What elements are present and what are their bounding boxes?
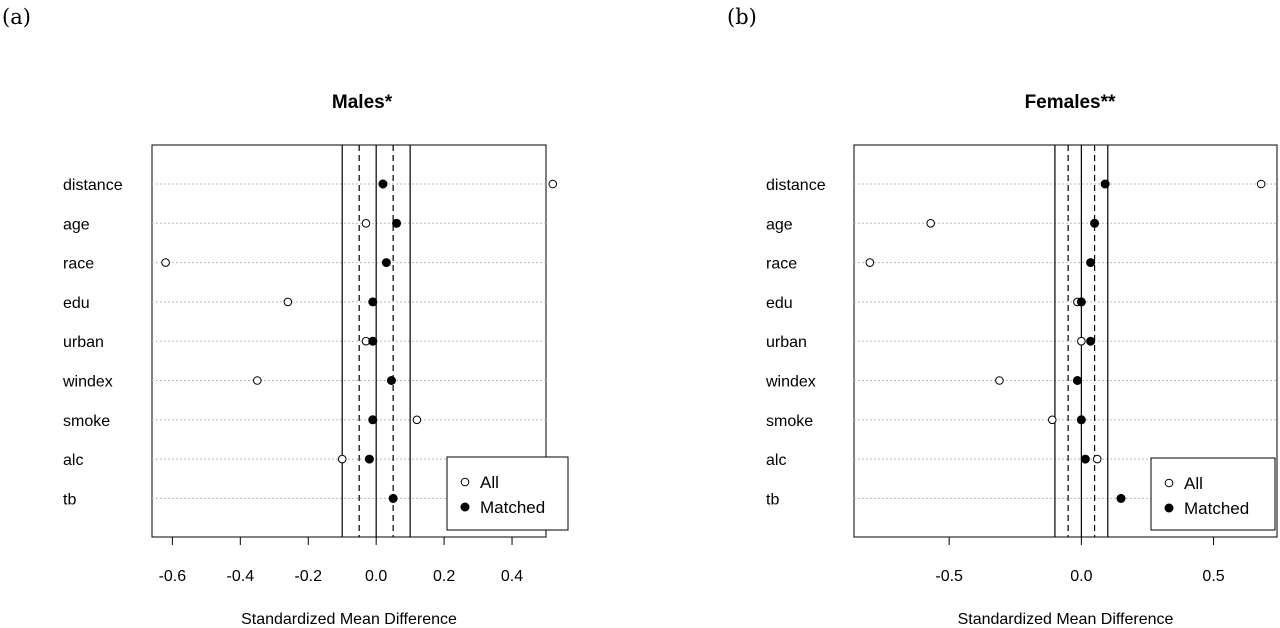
all-point-smoke <box>412 415 422 425</box>
legend-marker-matched <box>460 502 470 512</box>
row-label-race: race <box>766 256 797 273</box>
legend: All Matched <box>1150 457 1276 531</box>
x-axis-title: Standardized Mean Difference <box>241 611 457 628</box>
row-label-smoke: smoke <box>766 413 813 430</box>
all-point-age <box>361 219 371 228</box>
matched-point-distance <box>378 179 388 189</box>
row-label-tb: tb <box>63 491 76 508</box>
matched-point-windex <box>1072 376 1082 385</box>
row-label-windex: windex <box>765 374 816 391</box>
all-point-alc <box>337 454 347 464</box>
legend-label-matched: Matched <box>480 498 545 517</box>
row-label-smoke: smoke <box>63 413 110 430</box>
x-tick-label: 0.5 <box>1202 568 1224 585</box>
all-point-age <box>926 219 935 228</box>
matched-point-age <box>1090 218 1100 228</box>
chart-title: Males* <box>332 92 393 113</box>
row-label-age: age <box>766 216 793 233</box>
row-label-distance: distance <box>63 177 123 194</box>
matched-point-tb <box>1116 493 1126 503</box>
legend-marker-all <box>460 477 470 487</box>
legend-marker-all <box>1164 478 1174 488</box>
x-tick-label: 0.0 <box>365 568 387 585</box>
matched-point-edu <box>1076 297 1086 307</box>
all-point-urban <box>1077 336 1086 346</box>
x-tick-label: 0.0 <box>1070 568 1092 585</box>
panel-label-a: (a) <box>2 5 31 29</box>
x-tick-label: 0.2 <box>433 568 455 585</box>
all-point-windex <box>995 376 1004 385</box>
matched-point-alc <box>1080 454 1090 464</box>
matched-point-alc <box>364 454 374 464</box>
row-label-distance: distance <box>766 177 826 194</box>
matched-point-smoke <box>1076 415 1086 425</box>
x-tick-label: 0.4 <box>501 568 523 585</box>
legend: All Matched <box>446 456 569 531</box>
matched-point-distance <box>1100 179 1110 189</box>
row-label-tb: tb <box>766 491 779 508</box>
legend-marker-matched <box>1164 503 1174 513</box>
all-point-edu <box>283 297 293 307</box>
row-label-urban: urban <box>63 334 104 351</box>
matched-point-windex <box>386 376 396 385</box>
row-label-race: race <box>63 256 94 273</box>
matched-point-race <box>381 258 391 268</box>
legend-label-matched: Matched <box>1184 499 1249 518</box>
row-label-edu: edu <box>766 295 793 312</box>
row-label-edu: edu <box>63 295 90 312</box>
legend-label-all: All <box>1184 474 1203 493</box>
all-point-race <box>161 258 170 267</box>
x-tick-label: -0.4 <box>227 568 255 585</box>
matched-point-tb <box>388 493 398 503</box>
matched-point-race <box>1086 258 1096 268</box>
x-tick-label: -0.6 <box>159 568 187 585</box>
legend-box <box>446 456 569 531</box>
males-dotplot: Males* distance age race edu urban windex smoke… <box>62 92 569 628</box>
row-label-windex: windex <box>62 374 113 391</box>
row-label-age: age <box>63 216 90 233</box>
row-label-alc: alc <box>63 452 83 469</box>
all-point-distance <box>548 179 558 189</box>
matched-point-smoke <box>368 415 378 425</box>
females-dotplot: Females** distance age race edu urban windex sm… <box>765 92 1278 628</box>
chart-title: Females** <box>1025 92 1116 113</box>
all-point-race <box>865 258 875 267</box>
legend-label-all: All <box>480 473 499 492</box>
legend-box <box>1150 457 1276 531</box>
x-tick-label: -0.2 <box>294 568 322 585</box>
x-tick-label: -0.5 <box>935 568 963 585</box>
row-label-alc: alc <box>766 452 786 469</box>
x-axis-title: Standardized Mean Difference <box>958 611 1174 628</box>
panel-label-b: (b) <box>727 5 757 29</box>
matched-point-urban <box>368 336 378 346</box>
all-point-alc <box>1092 454 1102 464</box>
matched-point-urban <box>1086 336 1096 346</box>
all-point-windex <box>252 376 262 385</box>
row-label-urban: urban <box>766 334 807 351</box>
matched-point-edu <box>368 297 378 307</box>
all-point-smoke <box>1047 415 1057 425</box>
matched-point-age <box>392 218 402 228</box>
all-point-distance <box>1256 179 1266 189</box>
